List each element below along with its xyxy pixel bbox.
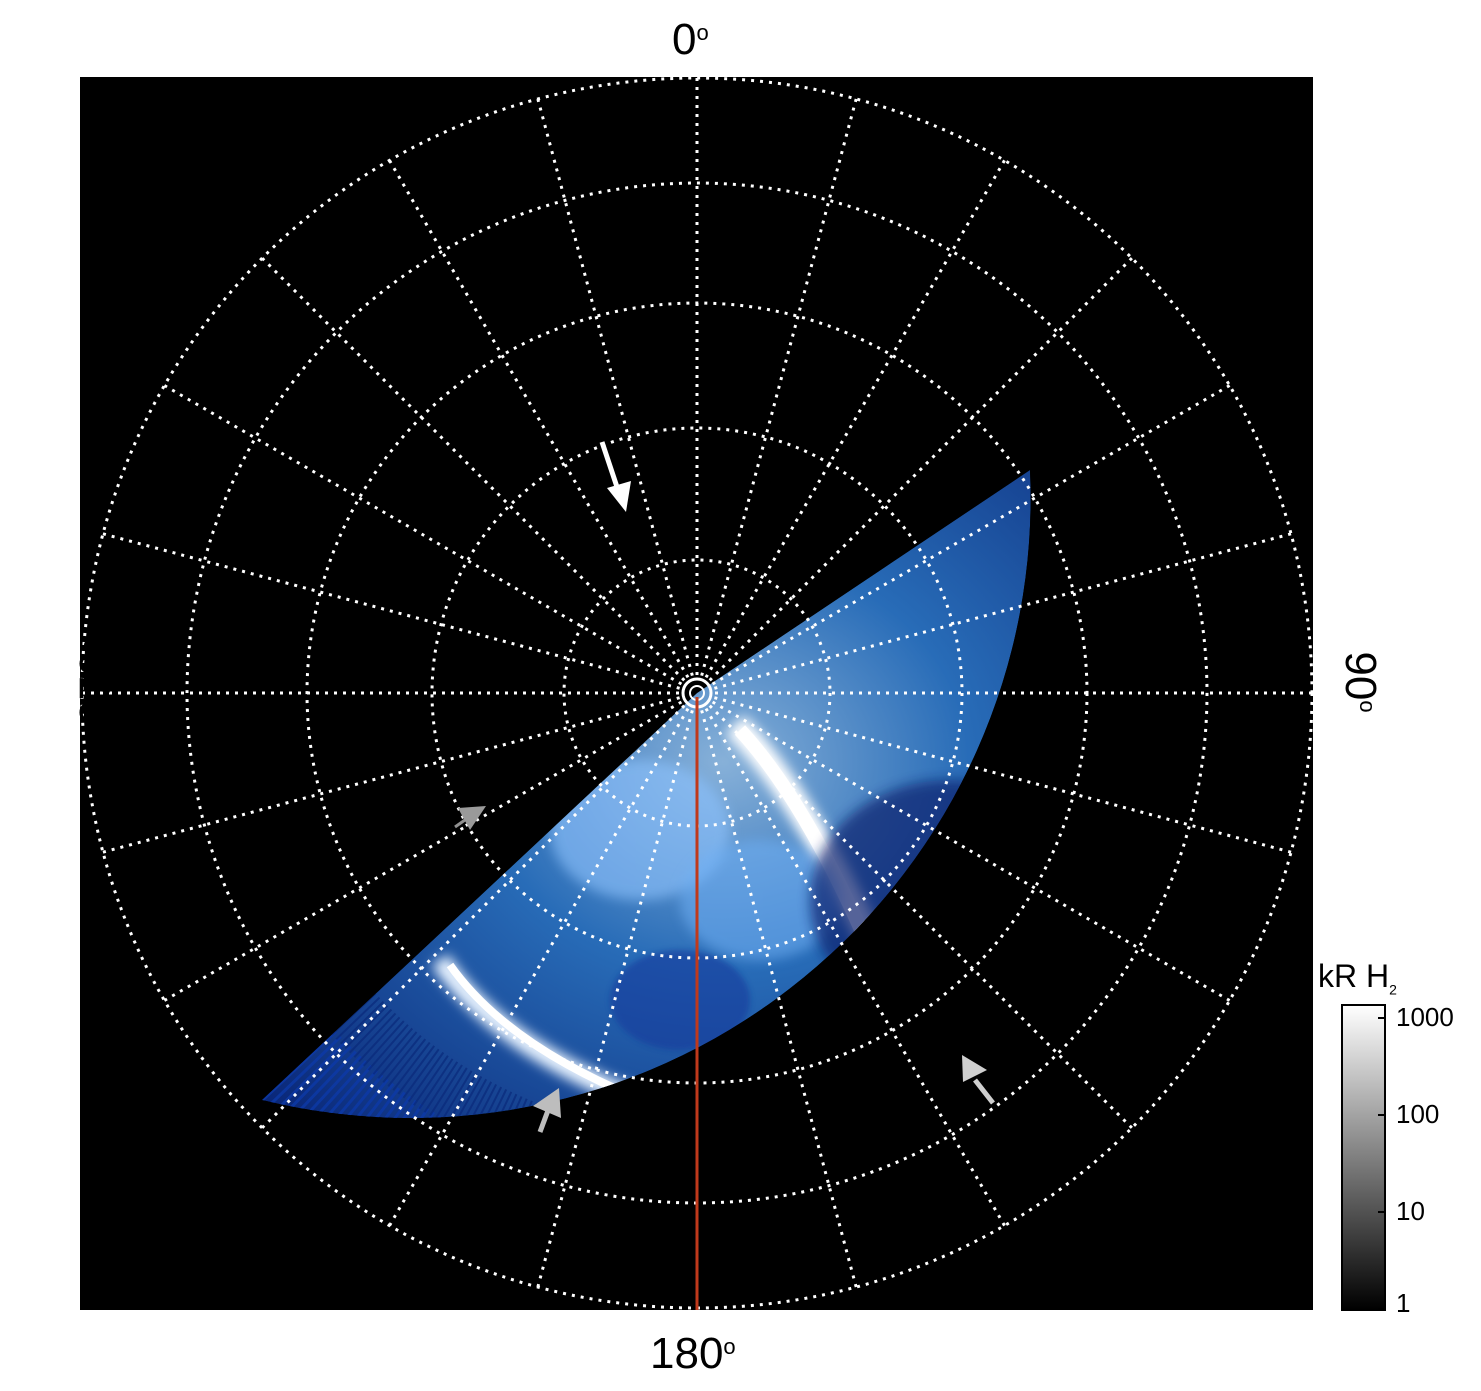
colorbar-tick-label: 10: [1396, 1196, 1425, 1226]
longitude-spoke: [700, 93, 859, 677]
longitude-spoke: [704, 155, 1009, 679]
longitude-spoke: [159, 381, 683, 686]
azimuth-label-270: 270o: [71, 639, 120, 725]
white-arrow-upper: [599, 441, 631, 512]
colorbar-ticks: [1378, 1017, 1385, 1310]
longitude-spoke: [708, 253, 1137, 682]
longitude-spoke: [713, 696, 1297, 855]
colorbar-title: kR H2: [1318, 958, 1397, 998]
longitude-spoke: [257, 704, 686, 1133]
longitude-spoke: [385, 707, 690, 1231]
colorbar-tick-label: 1000: [1396, 1002, 1454, 1032]
longitude-spoke: [708, 704, 1137, 1133]
longitude-spoke: [257, 253, 686, 682]
longitude-spoke: [700, 709, 859, 1293]
azimuth-label-180: 180o: [650, 1329, 736, 1378]
bright-oval-arc-lower-core: [446, 962, 767, 1119]
gray-arrow-lower-right: [962, 1055, 995, 1105]
longitude-spoke: [97, 531, 681, 690]
colorbar-tick-label: 100: [1396, 1099, 1440, 1129]
azimuth-label-90: 90o: [1336, 651, 1385, 713]
gray-arrow-lower-left: [533, 1088, 561, 1133]
longitude-spoke: [385, 155, 690, 679]
azimuth-label-0: 0o: [672, 15, 709, 64]
longitude-spoke: [704, 707, 1009, 1231]
colorbar-tick-label: 1: [1396, 1288, 1411, 1318]
colorbar-gradient: [1341, 1004, 1386, 1311]
longitude-spoke: [535, 93, 694, 677]
longitude-spoke: [713, 531, 1297, 690]
longitude-spoke: [711, 381, 1235, 686]
longitude-spoke: [535, 709, 694, 1293]
gray-arrow-left: [454, 806, 486, 830]
longitude-spoke: [159, 700, 683, 1005]
longitude-spoke: [97, 696, 681, 855]
longitude-spoke: [711, 700, 1235, 1005]
